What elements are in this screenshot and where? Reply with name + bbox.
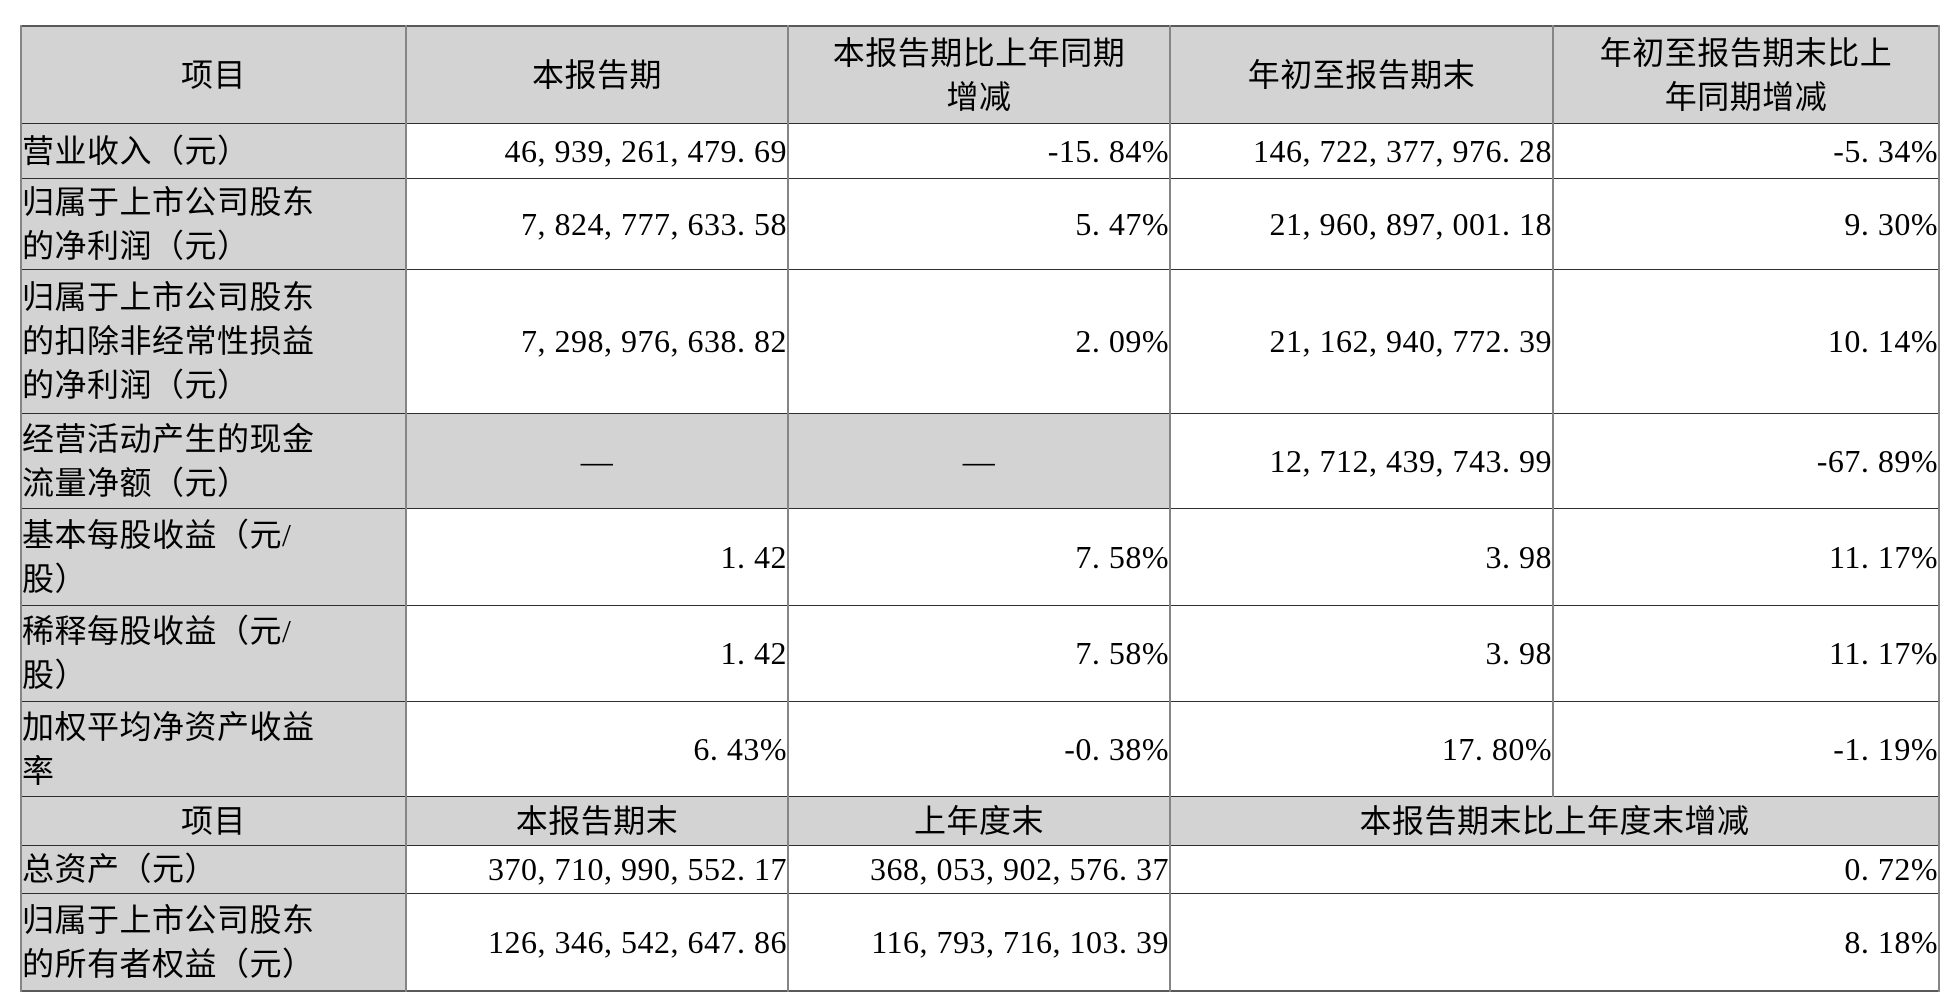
table-row-operating-cash-flow: 经营活动产生的现金 流量净额（元） — — 12, 712, 439, 743.… [20, 412, 1940, 509]
cell-value: 11. 17% [1552, 507, 1940, 606]
cell-value: 7, 298, 976, 638. 82 [405, 268, 789, 414]
cell-value: -0. 38% [787, 700, 1171, 797]
cell-value: 126, 346, 542, 647. 86 [405, 892, 789, 992]
cell-dash: — [405, 412, 789, 509]
column-header-item: 项目 [20, 795, 407, 846]
cell-value: -67. 89% [1552, 412, 1940, 509]
row-label: 加权平均净资产收益 率 [20, 700, 407, 797]
table-row-net-profit: 归属于上市公司股东 的净利润（元） 7, 824, 777, 633. 58 5… [20, 177, 1940, 270]
column-header-period-end: 本报告期末 [405, 795, 789, 846]
cell-value: 2. 09% [787, 268, 1171, 414]
table-row-net-profit-excl-nonrecurring: 归属于上市公司股东 的扣除非经常性损益 的净利润（元） 7, 298, 976,… [20, 268, 1940, 414]
row-label: 营业收入（元） [20, 122, 407, 179]
cell-value: 3. 98 [1169, 604, 1554, 702]
row-label: 稀释每股收益（元/ 股） [20, 604, 407, 702]
table-row-total-assets: 总资产（元） 370, 710, 990, 552. 17 368, 053, … [20, 844, 1940, 894]
cell-value: 21, 162, 940, 772. 39 [1169, 268, 1554, 414]
cell-value: 0. 72% [1169, 844, 1940, 894]
cell-value: 9. 30% [1552, 177, 1940, 270]
table-row-diluted-eps: 稀释每股收益（元/ 股） 1. 42 7. 58% 3. 98 11. 17% [20, 604, 1940, 702]
cell-value: 146, 722, 377, 976. 28 [1169, 122, 1554, 179]
cell-dash: — [787, 412, 1171, 509]
cell-value: 116, 793, 716, 103. 39 [787, 892, 1171, 992]
column-header-ytd-yoy-change: 年初至报告期末比上 年同期增减 [1552, 25, 1940, 124]
cell-value: -5. 34% [1552, 122, 1940, 179]
column-header-prior-year-end: 上年度末 [787, 795, 1171, 846]
row-label: 总资产（元） [20, 844, 407, 894]
cell-value: 3. 98 [1169, 507, 1554, 606]
cell-value: -15. 84% [787, 122, 1171, 179]
cell-value: 370, 710, 990, 552. 17 [405, 844, 789, 894]
column-header-change-vs-prior-year-end: 本报告期末比上年度末增减 [1169, 795, 1940, 846]
cell-value: 368, 053, 902, 576. 37 [787, 844, 1171, 894]
balance-header-row: 项目 本报告期末 上年度末 本报告期末比上年度末增减 [20, 795, 1940, 846]
cell-value: 7, 824, 777, 633. 58 [405, 177, 789, 270]
cell-value: 21, 960, 897, 001. 18 [1169, 177, 1554, 270]
row-label: 归属于上市公司股东 的扣除非经常性损益 的净利润（元） [20, 268, 407, 414]
cell-value: 8. 18% [1169, 892, 1940, 992]
cell-value: 11. 17% [1552, 604, 1940, 702]
cell-value: -1. 19% [1552, 700, 1940, 797]
financial-summary-table: 项目 本报告期 本报告期比上年同期 增减 年初至报告期末 年初至报告期末比上 年… [20, 25, 1940, 992]
cell-value: 1. 42 [405, 604, 789, 702]
cell-value: 1. 42 [405, 507, 789, 606]
column-header-yoy-change: 本报告期比上年同期 增减 [787, 25, 1171, 124]
row-label: 归属于上市公司股东 的所有者权益（元） [20, 892, 407, 992]
table-row-weighted-avg-roe: 加权平均净资产收益 率 6. 43% -0. 38% 17. 80% -1. 1… [20, 700, 1940, 797]
column-header-item: 项目 [20, 25, 407, 124]
column-header-current-period: 本报告期 [405, 25, 789, 124]
cell-value: 7. 58% [787, 507, 1171, 606]
cell-value: 12, 712, 439, 743. 99 [1169, 412, 1554, 509]
row-label: 归属于上市公司股东 的净利润（元） [20, 177, 407, 270]
table-row-equity: 归属于上市公司股东 的所有者权益（元） 126, 346, 542, 647. … [20, 892, 1940, 992]
column-header-ytd: 年初至报告期末 [1169, 25, 1554, 124]
table-row-revenue: 营业收入（元） 46, 939, 261, 479. 69 -15. 84% 1… [20, 122, 1940, 179]
cell-value: 46, 939, 261, 479. 69 [405, 122, 789, 179]
quarter-header-row: 项目 本报告期 本报告期比上年同期 增减 年初至报告期末 年初至报告期末比上 年… [20, 25, 1940, 124]
row-label: 经营活动产生的现金 流量净额（元） [20, 412, 407, 509]
cell-value: 6. 43% [405, 700, 789, 797]
cell-value: 10. 14% [1552, 268, 1940, 414]
cell-value: 17. 80% [1169, 700, 1554, 797]
cell-value: 7. 58% [787, 604, 1171, 702]
row-label: 基本每股收益（元/ 股） [20, 507, 407, 606]
cell-value: 5. 47% [787, 177, 1171, 270]
table-row-basic-eps: 基本每股收益（元/ 股） 1. 42 7. 58% 3. 98 11. 17% [20, 507, 1940, 606]
